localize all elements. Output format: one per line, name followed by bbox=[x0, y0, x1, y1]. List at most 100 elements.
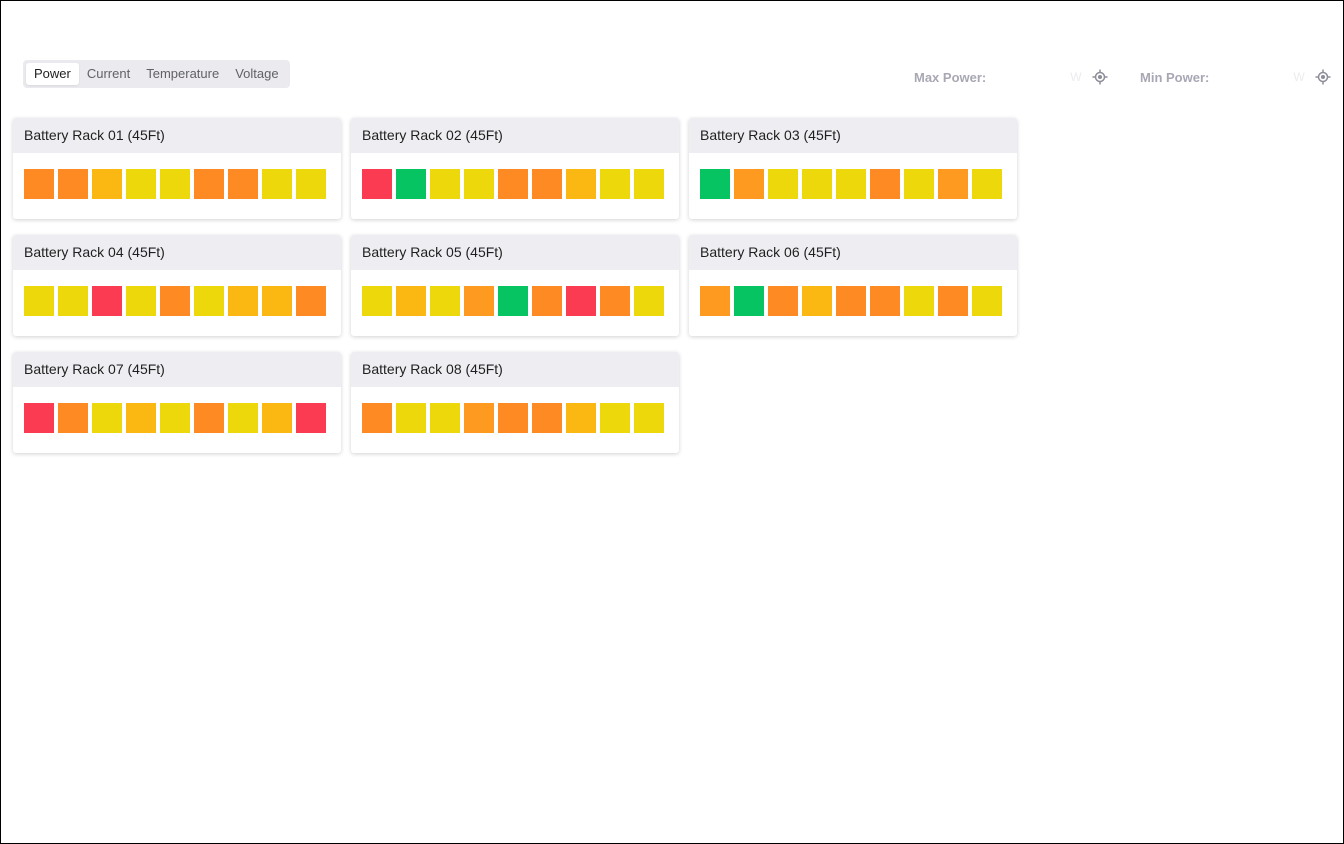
battery-cell[interactable] bbox=[836, 169, 866, 199]
battery-cell[interactable] bbox=[802, 169, 832, 199]
battery-cell[interactable] bbox=[700, 286, 730, 316]
max-power-label: Max Power: bbox=[914, 69, 987, 85]
min-power-stat: Min Power: W bbox=[1140, 69, 1331, 85]
tab-temperature[interactable]: Temperature bbox=[146, 66, 220, 81]
battery-cell[interactable] bbox=[262, 403, 292, 433]
battery-cell[interactable] bbox=[498, 403, 528, 433]
battery-cell[interactable] bbox=[228, 403, 258, 433]
battery-cell[interactable] bbox=[396, 286, 426, 316]
battery-cell[interactable] bbox=[870, 286, 900, 316]
battery-cell-row bbox=[13, 270, 341, 316]
battery-cell[interactable] bbox=[430, 286, 460, 316]
battery-cell[interactable] bbox=[296, 169, 326, 199]
battery-cell[interactable] bbox=[362, 169, 392, 199]
battery-cell[interactable] bbox=[396, 403, 426, 433]
battery-cell[interactable] bbox=[600, 403, 630, 433]
battery-cell[interactable] bbox=[228, 286, 258, 316]
battery-cell[interactable] bbox=[768, 286, 798, 316]
battery-cell[interactable] bbox=[24, 286, 54, 316]
battery-cell[interactable] bbox=[126, 169, 156, 199]
battery-cell[interactable] bbox=[836, 286, 866, 316]
battery-cell-row bbox=[13, 387, 341, 433]
battery-rack-card[interactable]: Battery Rack 01 (45Ft) bbox=[13, 118, 341, 219]
battery-cell[interactable] bbox=[532, 286, 562, 316]
battery-cell[interactable] bbox=[768, 169, 798, 199]
battery-cell[interactable] bbox=[498, 286, 528, 316]
battery-cell[interactable] bbox=[498, 169, 528, 199]
tab-current[interactable]: Current bbox=[86, 66, 131, 81]
battery-cell[interactable] bbox=[938, 169, 968, 199]
battery-cell[interactable] bbox=[126, 286, 156, 316]
battery-cell[interactable] bbox=[464, 403, 494, 433]
battery-cell[interactable] bbox=[734, 169, 764, 199]
battery-rack-card[interactable]: Battery Rack 08 (45Ft) bbox=[351, 352, 679, 453]
battery-cell[interactable] bbox=[58, 403, 88, 433]
tab-power[interactable]: Power bbox=[26, 63, 79, 85]
battery-cell[interactable] bbox=[92, 286, 122, 316]
battery-rack-card[interactable]: Battery Rack 06 (45Ft) bbox=[689, 235, 1017, 336]
battery-cell[interactable] bbox=[634, 169, 664, 199]
battery-cell[interactable] bbox=[600, 286, 630, 316]
battery-cell[interactable] bbox=[566, 286, 596, 316]
battery-cell-row bbox=[13, 153, 341, 199]
battery-cell[interactable] bbox=[24, 403, 54, 433]
battery-rack-card[interactable]: Battery Rack 07 (45Ft) bbox=[13, 352, 341, 453]
battery-cell[interactable] bbox=[362, 403, 392, 433]
locate-min-icon[interactable] bbox=[1315, 69, 1331, 85]
battery-cell[interactable] bbox=[126, 403, 156, 433]
battery-cell[interactable] bbox=[262, 286, 292, 316]
battery-cell[interactable] bbox=[700, 169, 730, 199]
battery-cell[interactable] bbox=[194, 169, 224, 199]
battery-rack-title: Battery Rack 03 (45Ft) bbox=[689, 118, 1017, 153]
battery-cell[interactable] bbox=[58, 286, 88, 316]
battery-cell[interactable] bbox=[430, 403, 460, 433]
battery-cell[interactable] bbox=[566, 169, 596, 199]
battery-cell-row bbox=[351, 153, 679, 199]
battery-cell[interactable] bbox=[430, 169, 460, 199]
battery-cell[interactable] bbox=[160, 169, 190, 199]
battery-cell[interactable] bbox=[194, 286, 224, 316]
battery-cell[interactable] bbox=[938, 286, 968, 316]
battery-cell[interactable] bbox=[92, 403, 122, 433]
battery-cell[interactable] bbox=[972, 286, 1002, 316]
battery-cell[interactable] bbox=[262, 169, 292, 199]
battery-cell[interactable] bbox=[464, 169, 494, 199]
tab-voltage[interactable]: Voltage bbox=[235, 66, 279, 81]
battery-cell[interactable] bbox=[194, 403, 224, 433]
battery-cell[interactable] bbox=[532, 169, 562, 199]
battery-cell-row bbox=[689, 270, 1017, 316]
battery-cell[interactable] bbox=[92, 169, 122, 199]
battery-cell[interactable] bbox=[362, 286, 392, 316]
battery-cell[interactable] bbox=[634, 403, 664, 433]
battery-rack-title: Battery Rack 05 (45Ft) bbox=[351, 235, 679, 270]
battery-cell[interactable] bbox=[734, 286, 764, 316]
battery-cell[interactable] bbox=[634, 286, 664, 316]
battery-cell-row bbox=[689, 153, 1017, 199]
battery-rack-card[interactable]: Battery Rack 04 (45Ft) bbox=[13, 235, 341, 336]
battery-cell[interactable] bbox=[972, 169, 1002, 199]
battery-cell[interactable] bbox=[904, 286, 934, 316]
battery-cell[interactable] bbox=[532, 403, 562, 433]
battery-cell[interactable] bbox=[228, 169, 258, 199]
battery-cell[interactable] bbox=[160, 286, 190, 316]
max-power-unit: W bbox=[1070, 70, 1082, 84]
battery-cell[interactable] bbox=[600, 169, 630, 199]
battery-cell[interactable] bbox=[464, 286, 494, 316]
battery-cell-row bbox=[351, 387, 679, 433]
locate-max-icon[interactable] bbox=[1092, 69, 1108, 85]
battery-cell[interactable] bbox=[566, 403, 596, 433]
battery-rack-card[interactable]: Battery Rack 02 (45Ft) bbox=[351, 118, 679, 219]
battery-rack-card[interactable]: Battery Rack 05 (45Ft) bbox=[351, 235, 679, 336]
battery-cell[interactable] bbox=[296, 403, 326, 433]
battery-cell[interactable] bbox=[904, 169, 934, 199]
battery-rack-title: Battery Rack 02 (45Ft) bbox=[351, 118, 679, 153]
battery-cell[interactable] bbox=[870, 169, 900, 199]
battery-cell[interactable] bbox=[802, 286, 832, 316]
battery-cell[interactable] bbox=[396, 169, 426, 199]
battery-cell[interactable] bbox=[296, 286, 326, 316]
battery-cell[interactable] bbox=[58, 169, 88, 199]
battery-cell-row bbox=[351, 270, 679, 316]
battery-rack-card[interactable]: Battery Rack 03 (45Ft) bbox=[689, 118, 1017, 219]
battery-cell[interactable] bbox=[24, 169, 54, 199]
battery-cell[interactable] bbox=[160, 403, 190, 433]
